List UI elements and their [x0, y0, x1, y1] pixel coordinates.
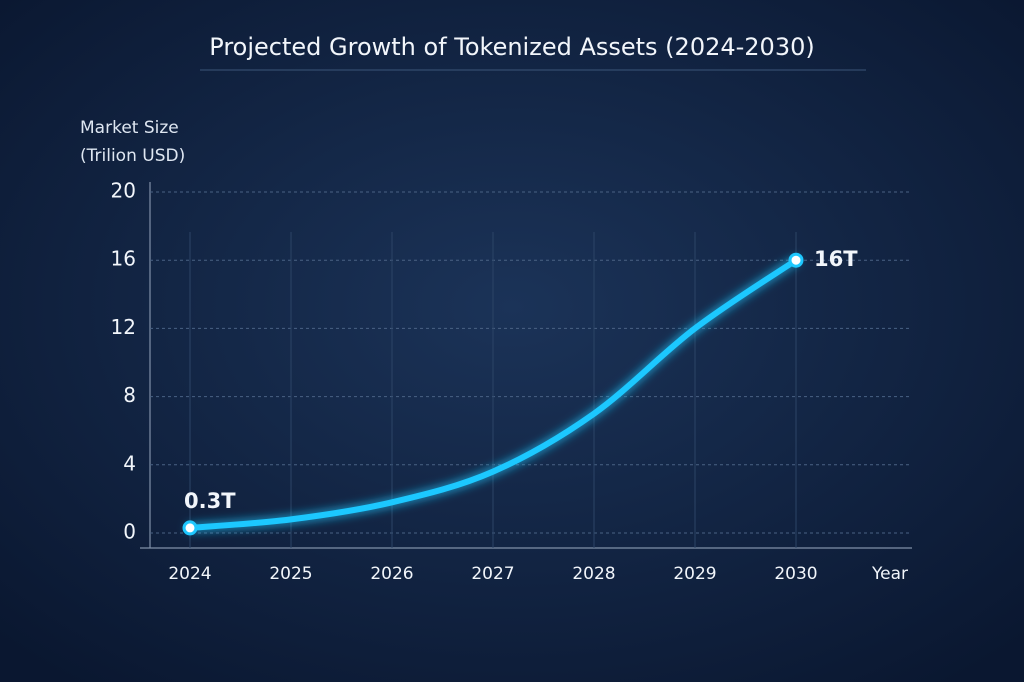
x-tick-label: 2029 — [673, 564, 716, 584]
y-tick-label: 8 — [123, 383, 136, 407]
y-axis-label: Market Size — [80, 118, 179, 138]
x-tick-label: 2028 — [572, 564, 615, 584]
point — [788, 252, 804, 268]
y-tick-label: 12 — [111, 315, 136, 339]
value-label: 0.3T — [184, 489, 236, 513]
x-tick-label: 2024 — [168, 564, 211, 584]
y-tick-label: 16 — [111, 247, 136, 271]
y-axis-label: (Trilion USD) — [80, 146, 185, 166]
y-tick-label: 4 — [123, 451, 136, 475]
y-tick-label: 20 — [111, 179, 136, 203]
point — [182, 520, 198, 536]
value-label: 16T — [814, 247, 858, 271]
x-tick-label: 2026 — [370, 564, 413, 584]
x-tick-label: 2030 — [774, 564, 817, 584]
x-tick-label: 2025 — [269, 564, 312, 584]
x-axis-label: Year — [871, 564, 908, 584]
x-tick-label: 2027 — [471, 564, 514, 584]
chart-title: Projected Growth of Tokenized Assets (20… — [209, 33, 814, 61]
line — [187, 257, 799, 531]
y-tick-label: 0 — [123, 520, 136, 544]
